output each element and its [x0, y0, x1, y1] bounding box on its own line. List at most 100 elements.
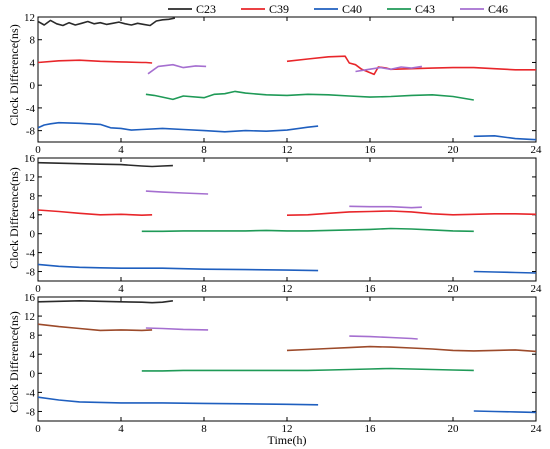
legend: C23 C39 C40 C43 C46: [168, 2, 508, 16]
series-line-c40: [38, 121, 319, 133]
series-line-c46: [145, 190, 209, 195]
series-line-c40: [38, 396, 319, 406]
x-tick-label: 8: [201, 283, 207, 295]
x-tick-label: 0: [35, 423, 41, 435]
x-tick: 4: [118, 297, 124, 435]
x-tick: 24: [531, 158, 543, 295]
y-tick: 0: [30, 229, 536, 241]
x-tick-label: 4: [118, 144, 124, 156]
series-line-c39: [286, 55, 536, 76]
y-tick-label: 12: [24, 172, 35, 184]
series-line-c43: [141, 367, 474, 372]
series-line-c40: [473, 135, 536, 141]
x-tick: 12: [282, 158, 293, 295]
series-line-c23: [38, 300, 174, 304]
y-tick-label: 0: [30, 80, 36, 92]
y-tick-label: -4: [26, 387, 36, 399]
series-line-c23: [38, 161, 173, 168]
y-tick-label: 8: [30, 191, 36, 203]
y-tick: 0: [30, 80, 536, 92]
y-tick: 16: [24, 292, 536, 304]
x-tick: 16: [365, 158, 377, 295]
y-tick-label: -8: [26, 406, 36, 418]
x-tick-label: 12: [282, 423, 293, 435]
x-tick-label: 20: [448, 283, 460, 295]
x-tick: 8: [201, 297, 207, 435]
legend-item-c46: C46: [460, 2, 508, 16]
x-axis-label: Time(h): [268, 433, 307, 447]
x-tick: 16: [365, 297, 377, 435]
x-tick-label: 4: [118, 423, 124, 435]
x-tick-label: 0: [35, 283, 41, 295]
y-tick-label: -4: [26, 248, 36, 260]
x-tick-label: 8: [201, 423, 207, 435]
series-line-c40: [473, 410, 536, 414]
y-tick: 4: [30, 210, 536, 222]
x-tick-label: 16: [365, 423, 377, 435]
x-tick: 4: [118, 17, 124, 156]
legend-label: C39: [269, 2, 289, 16]
y-axis-label-top: Clock Difference(ns): [7, 24, 21, 125]
y-tick: -8: [26, 406, 536, 418]
x-tick: 12: [282, 297, 293, 435]
series-line-c43: [141, 227, 474, 233]
x-tick: 20: [448, 297, 460, 435]
y-tick: -4: [26, 248, 536, 260]
series-line-c46: [349, 205, 422, 209]
y-tick: 4: [30, 349, 536, 361]
y-tick-label: 0: [30, 368, 36, 380]
x-tick: 4: [118, 158, 124, 295]
series-line-c39: [286, 345, 536, 353]
x-tick: 0: [35, 297, 41, 435]
y-tick-label: 4: [30, 210, 36, 222]
x-tick: 8: [201, 17, 207, 156]
series-line-c39: [38, 209, 153, 216]
y-tick-label: 16: [24, 153, 36, 165]
x-tick-label: 16: [365, 144, 377, 156]
x-tick-label: 4: [118, 283, 124, 295]
plot-frame: [37, 157, 537, 282]
x-tick-label: 24: [531, 283, 543, 295]
x-tick-label: 20: [448, 423, 460, 435]
x-tick-label: 20: [448, 144, 460, 156]
y-tick: 0: [30, 368, 536, 380]
x-tick-label: 0: [35, 144, 41, 156]
y-tick-label: 12: [24, 311, 35, 323]
y-tick-label: 0: [30, 229, 36, 241]
series-line-c40: [38, 263, 319, 272]
legend-label: C46: [488, 2, 508, 16]
y-tick-label: 16: [24, 292, 36, 304]
x-tick-label: 8: [201, 144, 207, 156]
x-tick: 20: [448, 17, 460, 156]
y-tick: -8: [26, 126, 536, 138]
x-tick-label: 12: [282, 144, 293, 156]
legend-item-c23: C23: [168, 2, 216, 16]
series-line-c46: [355, 65, 423, 73]
panel-top: 0 4 8 12 16 20 24 -8 -4 0 4 8 12: [24, 12, 542, 156]
panel-bottom: 0 4 8 12 16 20 24 -8 -4 0 4 8 12 16: [24, 292, 542, 435]
y-tick: 8: [30, 191, 536, 203]
y-tick-label: 4: [30, 349, 36, 361]
legend-item-c39: C39: [241, 2, 289, 16]
series-line-c46: [147, 63, 207, 75]
y-tick: -4: [26, 103, 536, 115]
y-tick-label: 8: [30, 330, 36, 342]
x-tick-label: 12: [282, 283, 293, 295]
y-tick-label: -8: [26, 267, 36, 279]
y-tick-label: 4: [30, 57, 36, 69]
x-tick: 20: [448, 158, 460, 295]
series-line-c23: [38, 17, 176, 27]
x-tick: 16: [365, 17, 377, 156]
y-tick-label: 12: [24, 12, 35, 24]
y-tick-label: 8: [30, 35, 36, 47]
y-tick: 16: [24, 153, 536, 165]
legend-label: C23: [196, 2, 216, 16]
series-line-c46: [145, 327, 209, 331]
y-tick-label: -8: [26, 126, 36, 138]
x-tick: 24: [531, 17, 542, 156]
legend-label: C40: [342, 2, 362, 16]
y-tick: -8: [26, 267, 536, 279]
y-tick: 8: [30, 330, 536, 342]
y-tick: 12: [24, 172, 536, 184]
x-tick-label: 16: [365, 283, 377, 295]
